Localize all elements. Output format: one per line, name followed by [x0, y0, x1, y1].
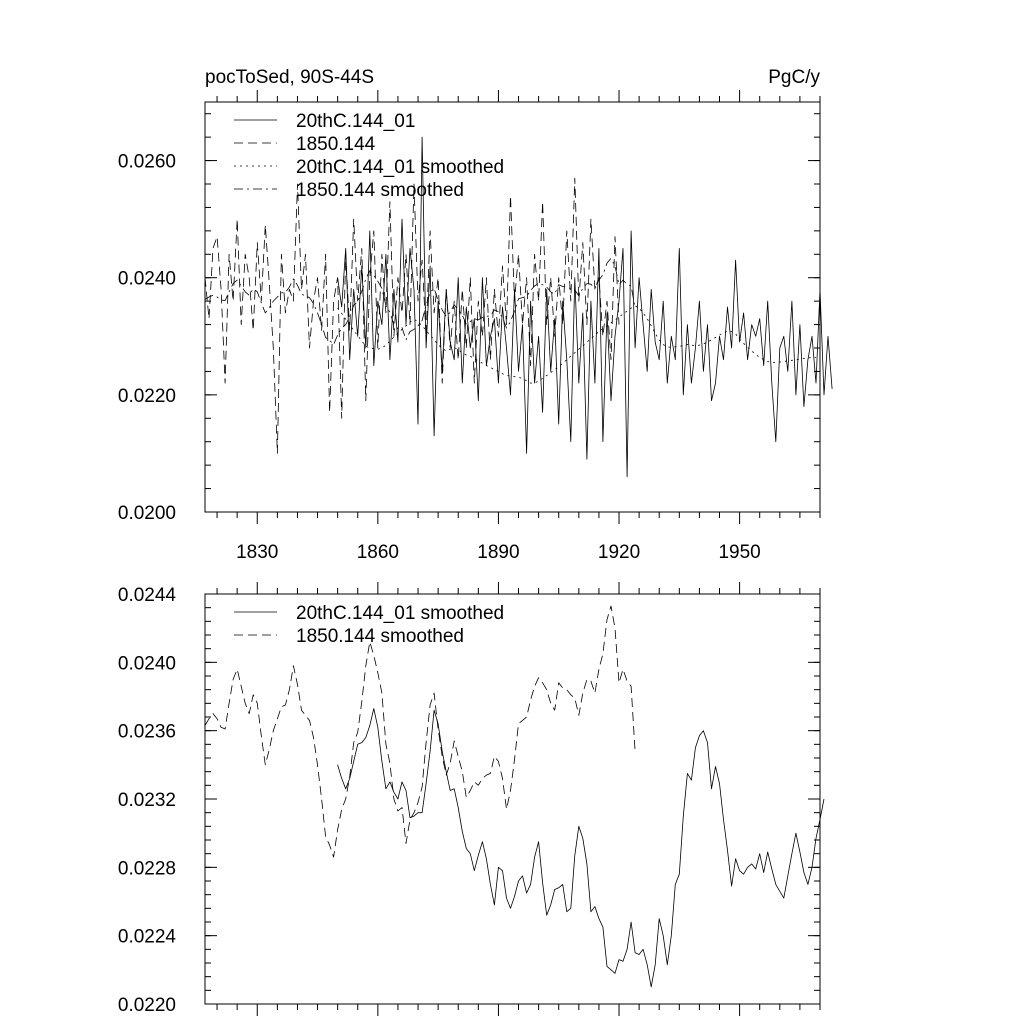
x-tick-label: 1920	[598, 542, 640, 563]
legend-label-2: 1850.144 smoothed	[296, 626, 464, 647]
legend-label-3: 20thC.144_01 smoothed	[296, 157, 504, 178]
legend-label-2: 1850.144	[296, 134, 376, 155]
top-series-group	[204, 136, 833, 478]
chart-title: pocToSed, 90S-44S	[205, 67, 374, 88]
x-tick-label: 1830	[236, 542, 278, 563]
x-tick-label: 1950	[718, 542, 760, 563]
y-tick-label: 0.0232	[118, 790, 176, 811]
bottom-plot-frame	[204, 593, 821, 1005]
y-tick-label: 0.0240	[118, 653, 176, 674]
y-tick-label: 0.0228	[118, 858, 176, 879]
legend-label-1: 20thC.144_01 smoothed	[296, 603, 504, 624]
y-tick-label: 0.0224	[118, 927, 177, 948]
top-plot-frame	[204, 101, 821, 513]
y-tick-label: 0.0240	[118, 269, 176, 290]
bottom-axes: 0.0220 0.0224 0.0228 0.0232 0.0236 0.0240 0.02…	[118, 582, 821, 1016]
legend-label-1: 20thC.144_01	[296, 111, 415, 132]
series-line-2	[204, 177, 620, 454]
top-axes: 0.0200 0.0220 0.0240 0.0260 1830 1860 1890 1920…	[118, 90, 821, 563]
units-label: PgC/y	[768, 67, 820, 88]
x-tick-label: 1890	[477, 542, 519, 563]
y-tick-label: 0.0220	[118, 386, 176, 407]
y-tick-label: 0.0244	[118, 585, 177, 606]
series-line-4	[204, 257, 636, 345]
y-tick-label: 0.0260	[118, 152, 176, 173]
y-tick-label: 0.0236	[118, 722, 176, 743]
bottom-series-group	[204, 605, 825, 988]
y-tick-label: 0.0200	[118, 503, 176, 524]
series-line-1	[337, 708, 825, 988]
series-line-3	[337, 305, 816, 384]
x-tick-label: 1860	[357, 542, 399, 563]
y-tick-label: 0.0220	[118, 995, 176, 1016]
bottom-panel: 0.0220 0.0224 0.0228 0.0232 0.0236 0.0240 0.02…	[118, 582, 825, 1016]
legend-label-4: 1850.144 smoothed	[296, 180, 464, 201]
series-line-1	[337, 136, 833, 478]
top-panel: pocToSed, 90S-44S PgC/y 0.02000.02200.02…	[118, 67, 833, 563]
